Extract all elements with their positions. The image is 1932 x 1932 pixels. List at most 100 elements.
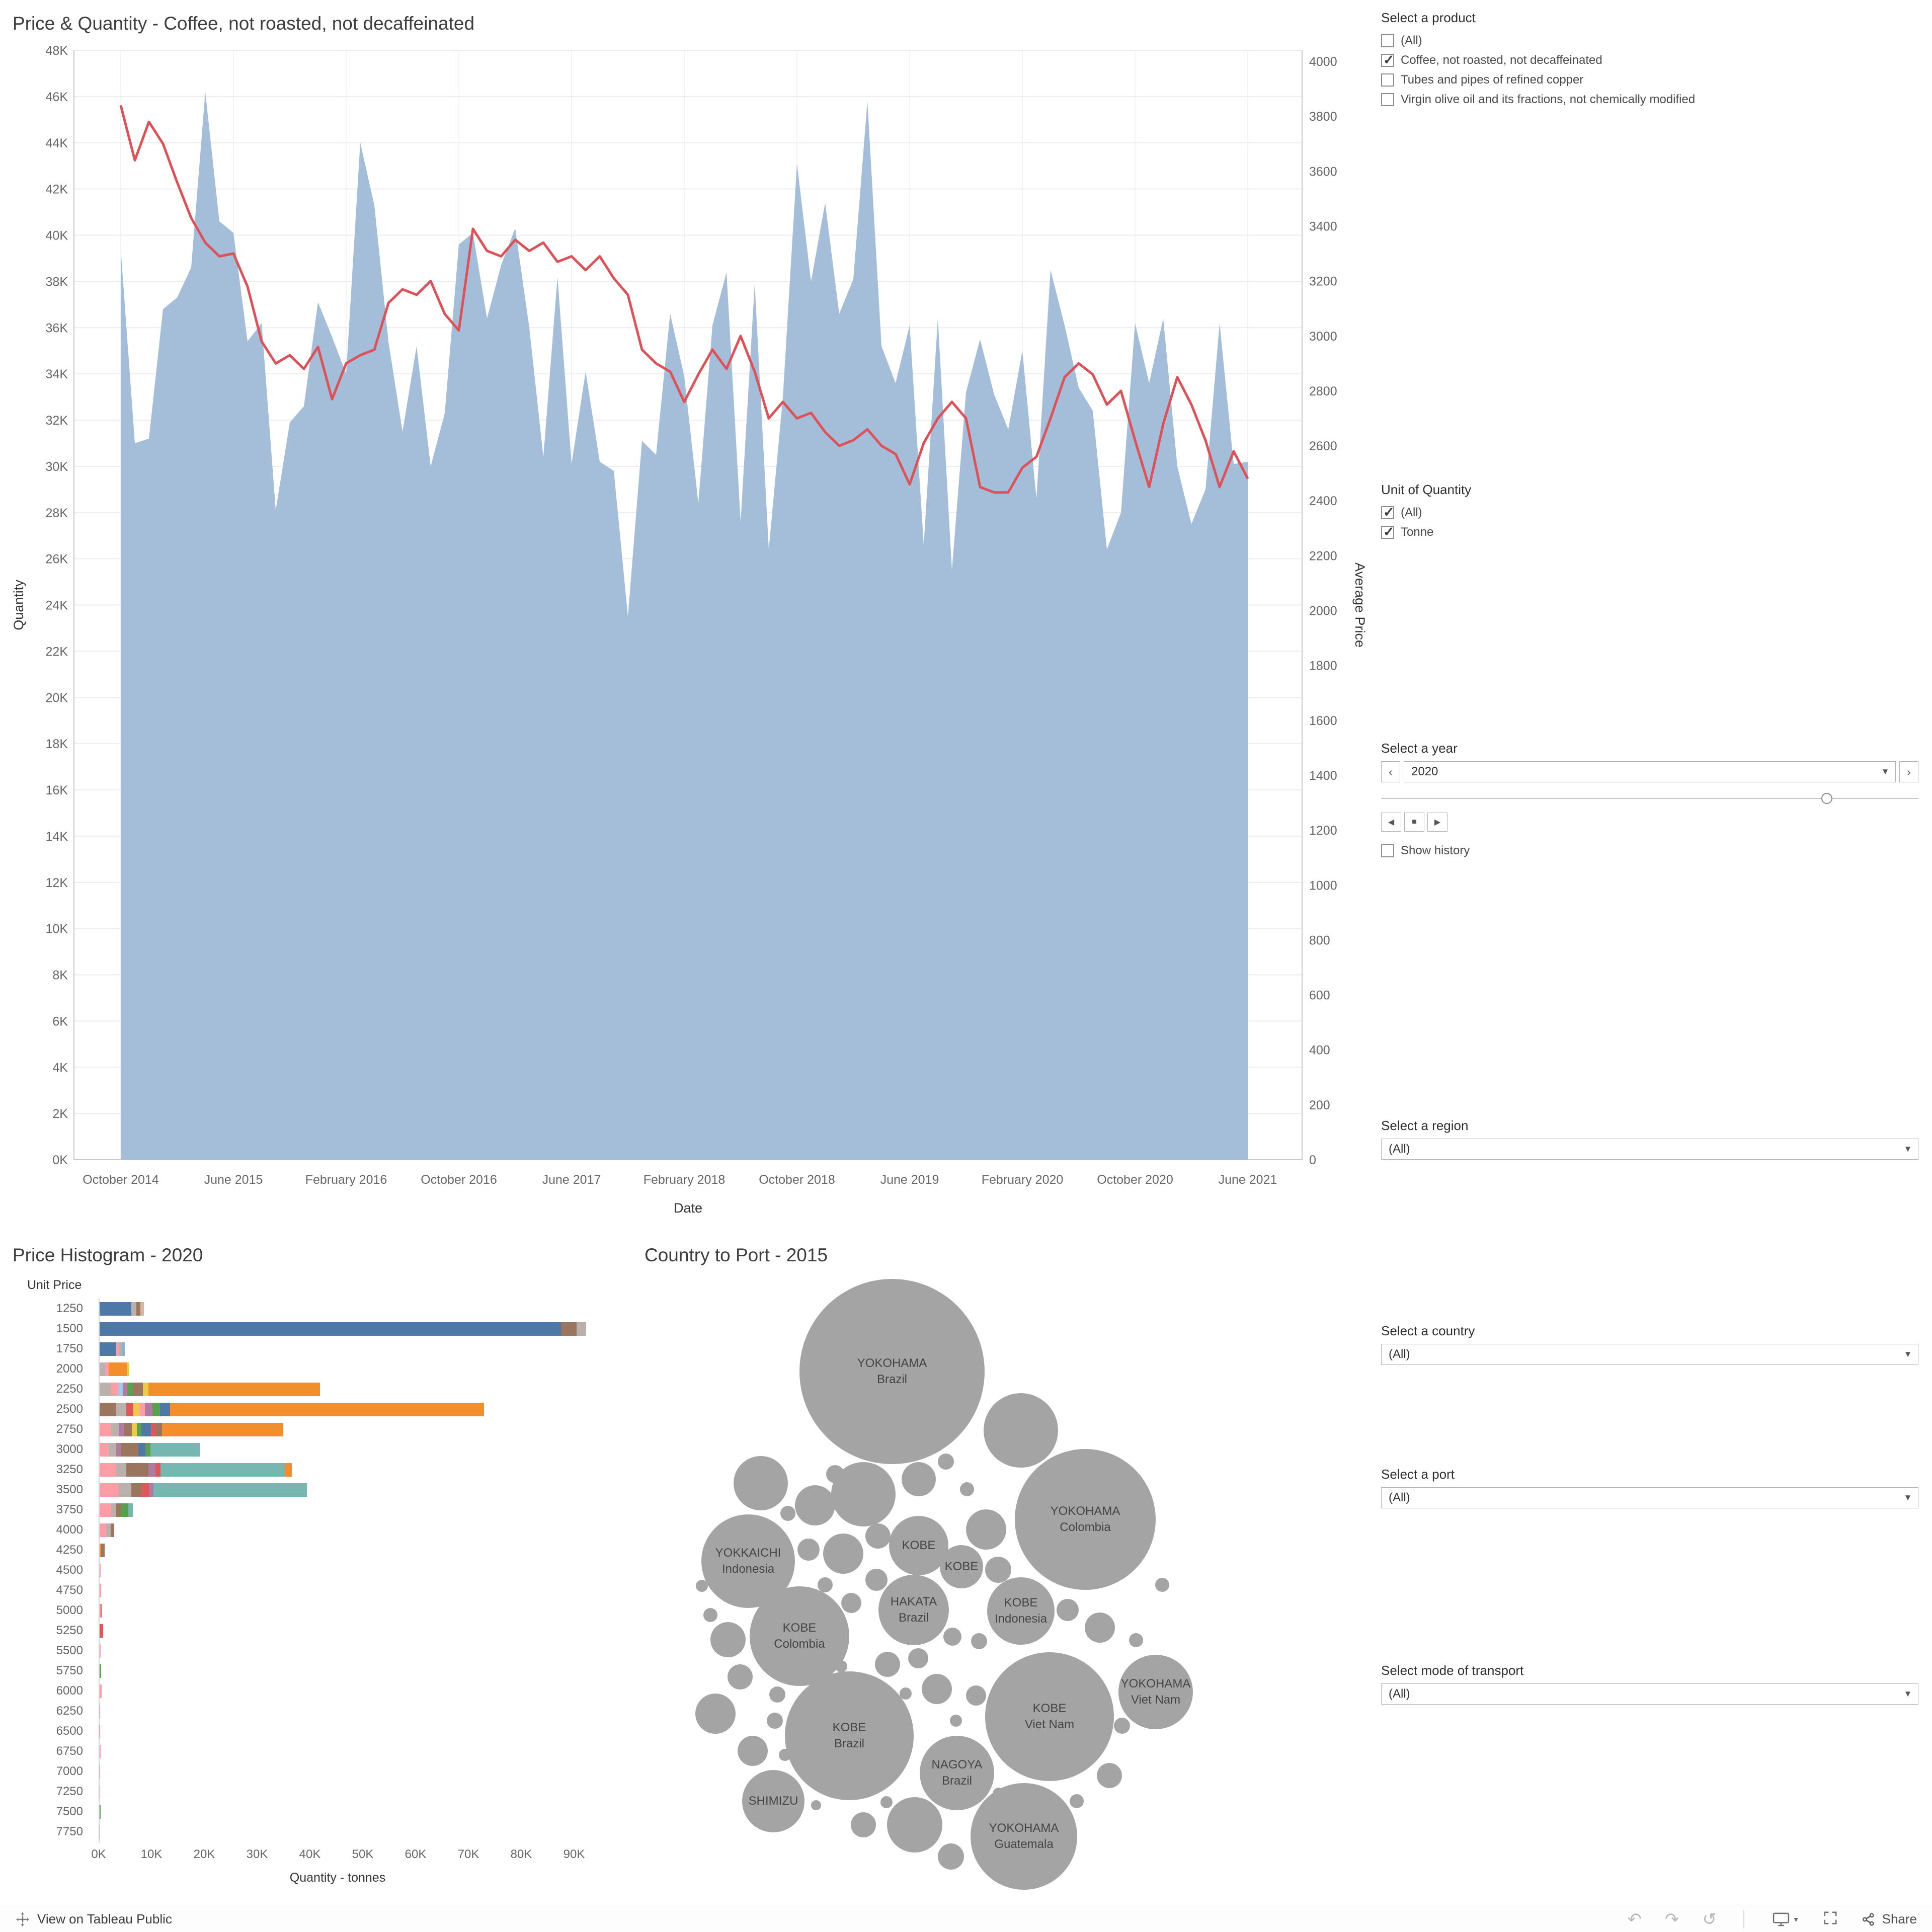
bar-segment[interactable]: [101, 1603, 102, 1618]
year-dropdown[interactable]: 2020 ▼: [1404, 761, 1896, 782]
bubble[interactable]: [1057, 1599, 1079, 1621]
bar-segment[interactable]: [99, 1503, 112, 1517]
bar-segment[interactable]: [577, 1322, 587, 1336]
bubble[interactable]: [865, 1569, 888, 1591]
bubble-hakata-brazil[interactable]: HAKATA Brazil: [878, 1575, 949, 1645]
bubble[interactable]: [875, 1652, 900, 1677]
bar-segment[interactable]: [121, 1503, 128, 1517]
bar-segment[interactable]: [159, 1402, 170, 1416]
bubble[interactable]: [826, 1465, 844, 1483]
bar-segment[interactable]: [99, 1805, 101, 1819]
bar-segment[interactable]: [284, 1463, 292, 1477]
bubble-kobe-indonesia[interactable]: KOBE Indonesia: [987, 1577, 1055, 1645]
bar-segment[interactable]: [99, 1382, 111, 1396]
product-option-coffee[interactable]: Coffee, not roasted, not decaffeinated: [1381, 50, 1918, 70]
bubble-yokohama-colombia[interactable]: YOKOHAMA Colombia: [1015, 1449, 1156, 1590]
product-option-copper[interactable]: Tubes and pipes of refined copper: [1381, 70, 1918, 90]
checkbox-icon[interactable]: [1381, 524, 1395, 540]
bar-segment[interactable]: [131, 1302, 136, 1316]
bar-segment[interactable]: [150, 1442, 200, 1457]
redo-button[interactable]: ↷: [1665, 1911, 1679, 1928]
bar-segment[interactable]: [140, 1302, 144, 1316]
bubble[interactable]: [943, 1628, 961, 1646]
bar-segment[interactable]: [126, 1402, 134, 1416]
bubble[interactable]: [938, 1454, 954, 1470]
checkbox-icon[interactable]: [1381, 844, 1394, 857]
bar-segment[interactable]: [116, 1402, 126, 1416]
bubble[interactable]: [966, 1509, 1006, 1550]
transport-dropdown[interactable]: (All) ▼: [1381, 1683, 1918, 1705]
bar-segment[interactable]: [111, 1503, 116, 1517]
bar-segment[interactable]: [111, 1422, 119, 1436]
bubble[interactable]: [696, 1580, 708, 1592]
region-dropdown[interactable]: (All) ▼: [1381, 1139, 1918, 1160]
bar-segment[interactable]: [132, 1422, 137, 1436]
bar-segment[interactable]: [99, 1322, 561, 1336]
undo-button[interactable]: ↶: [1628, 1911, 1642, 1928]
device-layout-button[interactable]: ▼: [1773, 1912, 1800, 1927]
bar-segment[interactable]: [99, 1422, 112, 1436]
bar-segment[interactable]: [148, 1382, 320, 1396]
bar-segment[interactable]: [99, 1603, 101, 1618]
bar-segment[interactable]: [126, 1362, 129, 1376]
year-next-button[interactable]: ›: [1899, 761, 1918, 782]
bubble[interactable]: [950, 1715, 962, 1727]
bubble-kobe[interactable]: KOBE: [940, 1545, 983, 1588]
bubble-kobe[interactable]: KOBE: [889, 1516, 948, 1575]
bar-segment[interactable]: [121, 1442, 138, 1457]
year-slider-track[interactable]: [1381, 798, 1918, 799]
bubble[interactable]: [710, 1622, 746, 1657]
bar-segment[interactable]: [111, 1523, 115, 1537]
bubble[interactable]: [1129, 1633, 1143, 1647]
bubble-kobe-colombia[interactable]: KOBE Colombia: [750, 1586, 849, 1686]
bar-segment[interactable]: [106, 1523, 111, 1537]
stop-button[interactable]: ■: [1404, 813, 1424, 832]
bubble[interactable]: [985, 1557, 1011, 1583]
bubble[interactable]: [1155, 1578, 1169, 1592]
bar-segment[interactable]: [141, 1422, 151, 1436]
bar-segment[interactable]: [139, 1402, 145, 1416]
bubble-yokohama-brazil[interactable]: YOKOHAMA Brazil: [799, 1279, 985, 1464]
bubble[interactable]: [1097, 1763, 1122, 1788]
bar-segment[interactable]: [108, 1442, 116, 1457]
bar-segment[interactable]: [162, 1422, 284, 1436]
bubble[interactable]: [851, 1812, 876, 1837]
bubble[interactable]: [960, 1482, 974, 1496]
bar-segment[interactable]: [99, 1342, 116, 1356]
bar-segment[interactable]: [145, 1442, 150, 1457]
bar-segment[interactable]: [99, 1583, 102, 1597]
bubble[interactable]: [818, 1577, 833, 1592]
bubble[interactable]: [835, 1660, 847, 1672]
fullscreen-button[interactable]: [1823, 1910, 1838, 1928]
show-history-option[interactable]: Show history: [1381, 841, 1918, 860]
bar-segment[interactable]: [128, 1503, 133, 1517]
checkbox-icon[interactable]: [1381, 52, 1395, 68]
bubble[interactable]: [767, 1713, 783, 1729]
bar-segment[interactable]: [118, 1483, 132, 1497]
bubble[interactable]: [966, 1685, 986, 1706]
bubble[interactable]: [728, 1664, 753, 1689]
bar-segment[interactable]: [101, 1543, 105, 1557]
bar-segment[interactable]: [127, 1382, 133, 1396]
checkbox-icon[interactable]: [1381, 73, 1394, 87]
bubble[interactable]: [922, 1674, 952, 1704]
bar-segment[interactable]: [99, 1523, 106, 1537]
bar-segment[interactable]: [99, 1483, 119, 1497]
product-option-all[interactable]: (All): [1381, 31, 1918, 50]
bar-segment[interactable]: [160, 1463, 285, 1477]
bar-segment[interactable]: [99, 1684, 102, 1698]
bar-segment[interactable]: [99, 1664, 102, 1678]
bubble[interactable]: [1070, 1794, 1084, 1808]
bar-segment[interactable]: [122, 1342, 125, 1356]
bubble[interactable]: [880, 1796, 893, 1808]
bar-segment[interactable]: [133, 1382, 143, 1396]
bubble[interactable]: [993, 1788, 1005, 1800]
bar-segment[interactable]: [116, 1342, 119, 1356]
step-forward-button[interactable]: ▶: [1427, 813, 1447, 832]
bar-segment[interactable]: [99, 1362, 105, 1376]
quantity-area[interactable]: [121, 92, 1248, 1160]
year-slider-handle[interactable]: [1821, 793, 1833, 804]
bar-segment[interactable]: [136, 1302, 140, 1316]
country-dropdown[interactable]: (All) ▼: [1381, 1344, 1918, 1365]
bubble[interactable]: [734, 1456, 788, 1510]
